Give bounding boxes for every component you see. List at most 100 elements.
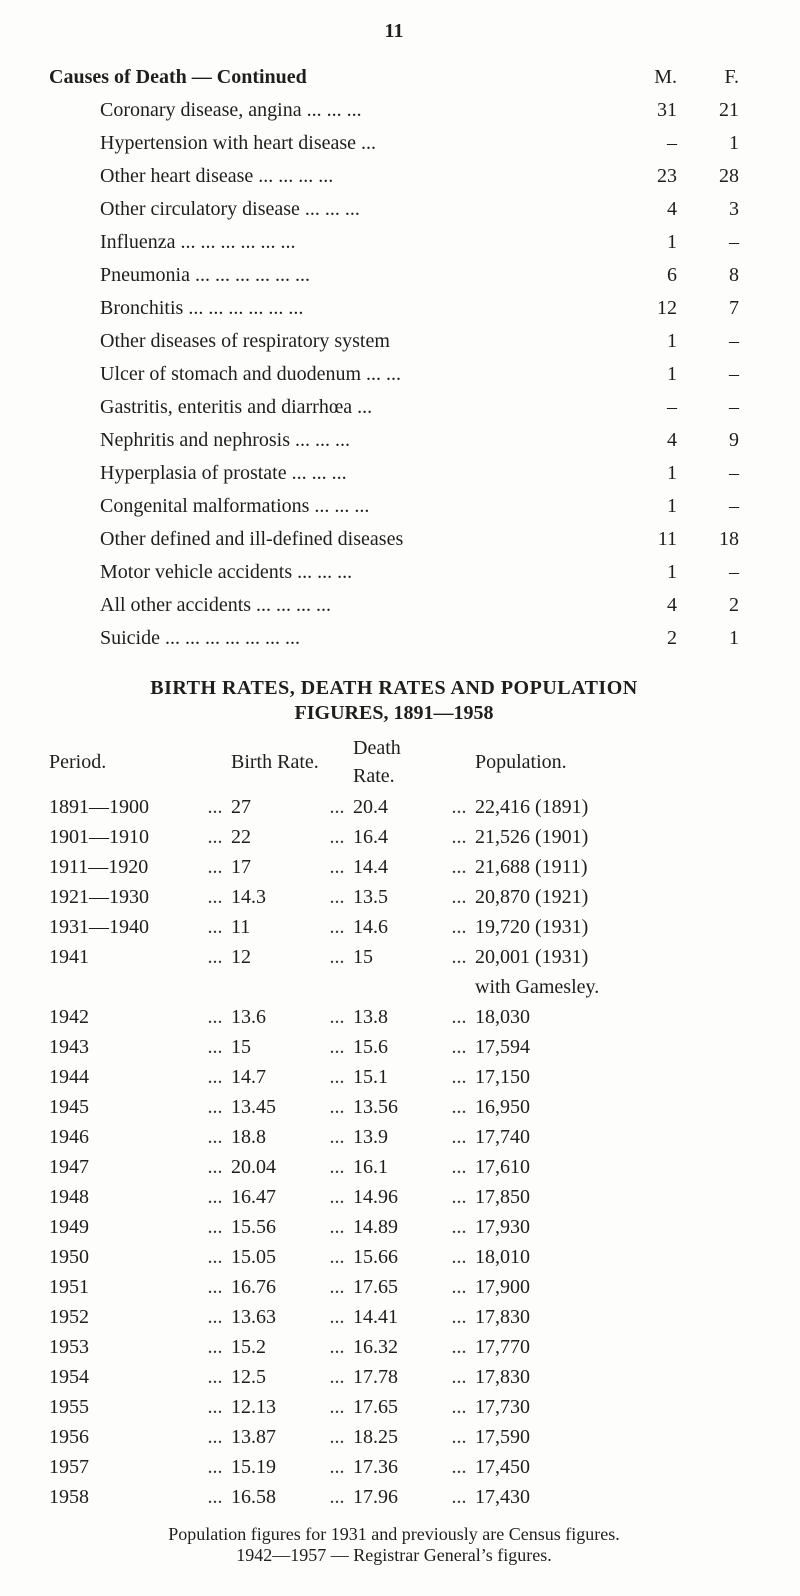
leader-dots: ... [200,1332,230,1362]
cod-row: Bronchitis ... ... ... ... ... ...127 [48,292,740,325]
rates-period: 1944 [48,1062,200,1092]
rates-birth: 15.56 [230,1212,322,1242]
rates-period: 1955 [48,1392,200,1422]
cod-f: 18 [678,523,740,556]
leader-dots: ... [200,1182,230,1212]
cod-f: – [678,457,740,490]
causes-header-row: Causes of Death — Continued M. F. [48,61,740,94]
cod-label: Gastritis, enteritis and diarrhœa ... [48,391,616,424]
rates-population: 17,594 [474,1032,740,1062]
rates-period: 1947 [48,1152,200,1182]
rates-death: 20.4 [352,792,444,822]
cod-row: Pneumonia ... ... ... ... ... ...68 [48,259,740,292]
rates-death: 14.4 [352,852,444,882]
rates-population: 17,830 [474,1302,740,1332]
leader-dots: ... [322,1122,352,1152]
rates-row: 1954...12.5...17.78...17,830 [48,1362,740,1392]
rates-period: 1946 [48,1122,200,1152]
cod-row: Congenital malformations ... ... ...1– [48,490,740,523]
cod-m: 12 [616,292,678,325]
rates-row: 1921—1930...14.3...13.5...20,870 (1921) [48,882,740,912]
cod-row: Nephritis and nephrosis ... ... ...49 [48,424,740,457]
rates-death: 13.8 [352,1002,444,1032]
rates-period: 1949 [48,1212,200,1242]
rates-birth: 14.3 [230,882,322,912]
cod-m: 4 [616,589,678,622]
rates-population: 18,010 [474,1242,740,1272]
rates-birth: 13.6 [230,1002,322,1032]
leader-dots: ... [444,1482,474,1512]
rates-birth: 27 [230,792,322,822]
leader-dots: ... [322,1362,352,1392]
footnote-line-1: Population figures for 1931 and previous… [168,1524,619,1544]
cod-m: 1 [616,556,678,589]
cod-m: 1 [616,226,678,259]
leader-dots: ... [322,822,352,852]
cod-m: 4 [616,424,678,457]
rates-birth: 13.87 [230,1422,322,1452]
rates-death: 17.65 [352,1272,444,1302]
leader-dots: ... [322,882,352,912]
cod-row: Coronary disease, angina ... ... ...3121 [48,94,740,127]
rates-period: 1942 [48,1002,200,1032]
leader-dots: ... [322,1272,352,1302]
rates-period [48,972,200,1002]
rates-period: 1901—1910 [48,822,200,852]
rates-table: Period. Birth Rate. Death Rate. Populati… [48,733,740,1512]
leader-dots: ... [322,1212,352,1242]
rates-row: 1956...13.87...18.25...17,590 [48,1422,740,1452]
cod-m: 23 [616,160,678,193]
rates-birth: 12.13 [230,1392,322,1422]
cod-m: – [616,391,678,424]
rates-period: 1950 [48,1242,200,1272]
rates-period: 1953 [48,1332,200,1362]
rates-death: 15.66 [352,1242,444,1272]
rates-population: 17,150 [474,1062,740,1092]
leader-dots: ... [444,1362,474,1392]
rates-row: 1958...16.58...17.96...17,430 [48,1482,740,1512]
document-page: 11 Causes of Death — Continued M. F. Cor… [0,0,800,1596]
leader-dots: ... [322,1002,352,1032]
leader-dots: ... [444,1302,474,1332]
rates-period: 1891—1900 [48,792,200,822]
rates-row: 1952...13.63...14.41...17,830 [48,1302,740,1332]
leader-dots: ... [200,1092,230,1122]
rates-death: 16.4 [352,822,444,852]
rates-row: 1948...16.47...14.96...17,850 [48,1182,740,1212]
leader-dots: ... [322,1032,352,1062]
cod-m: 11 [616,523,678,556]
leader-dots: ... [200,1122,230,1152]
causes-title: Causes of Death — Continued [49,66,307,88]
rates-row: 1957...15.19...17.36...17,450 [48,1452,740,1482]
cod-row: Other defined and ill-defined diseases11… [48,523,740,556]
rates-birth: 12 [230,942,322,972]
rates-period: 1958 [48,1482,200,1512]
rates-birth: 11 [230,912,322,942]
rates-death: 17.78 [352,1362,444,1392]
rates-population: 21,688 (1911) [474,852,740,882]
rates-row: 1901—1910...22...16.4...21,526 (1901) [48,822,740,852]
rates-death: 17.96 [352,1482,444,1512]
leader-dots: ... [444,1392,474,1422]
rates-population: 21,526 (1901) [474,822,740,852]
cod-row: Gastritis, enteritis and diarrhœa ...–– [48,391,740,424]
cod-f: 8 [678,259,740,292]
leader-dots: ... [200,912,230,942]
rates-title: BIRTH RATES, DEATH RATES AND POPULATION [48,677,740,700]
cod-row: Other heart disease ... ... ... ...2328 [48,160,740,193]
cod-m: – [616,127,678,160]
rates-row: 1941...12...15...20,001 (1931) [48,942,740,972]
cod-f: 28 [678,160,740,193]
rates-death: 14.41 [352,1302,444,1332]
cod-m: 1 [616,457,678,490]
cod-row: Ulcer of stomach and duodenum ... ...1– [48,358,740,391]
leader-dots: ... [444,912,474,942]
cod-f: 3 [678,193,740,226]
rates-death: 17.65 [352,1392,444,1422]
rates-death: 13.56 [352,1092,444,1122]
rates-birth [230,972,322,1002]
rates-row: 1947...20.04...16.1...17,610 [48,1152,740,1182]
rates-period: 1911—1920 [48,852,200,882]
rates-birth: 16.47 [230,1182,322,1212]
footnote: Population figures for 1931 and previous… [48,1524,740,1566]
